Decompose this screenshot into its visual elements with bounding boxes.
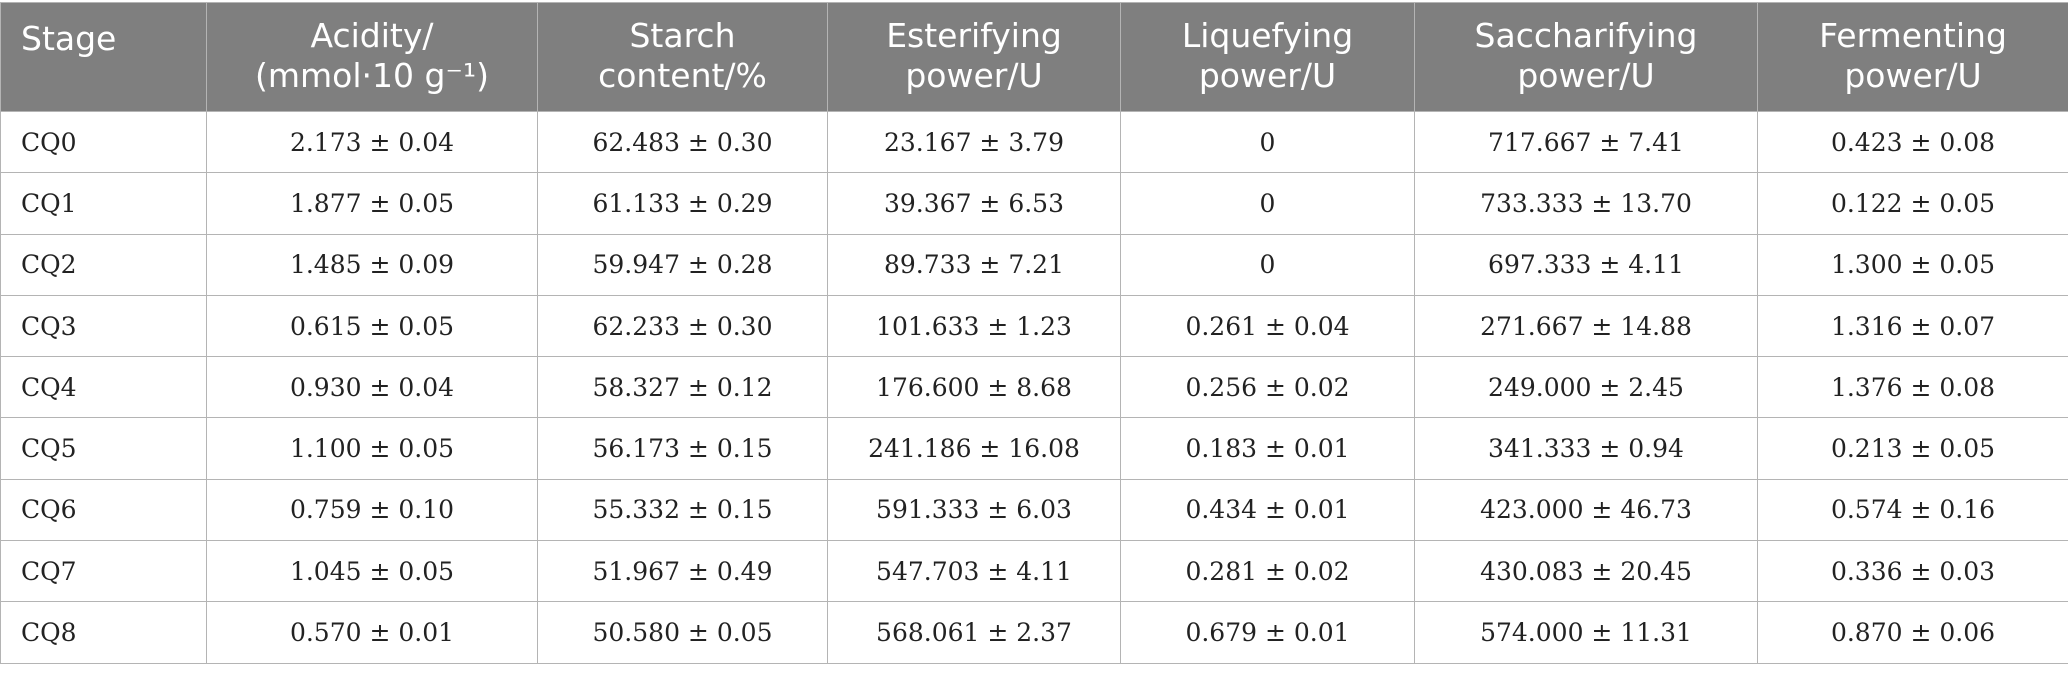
cell-saccharifying-power: 271.667 ± 14.88 <box>1414 295 1758 358</box>
header-fermenting-line-2: power/U <box>1844 56 1982 95</box>
cell-starch-content: 61.133 ± 0.29 <box>537 172 828 235</box>
cell-starch-content: 55.332 ± 0.15 <box>537 479 828 542</box>
cell-acidity: 1.100 ± 0.05 <box>206 417 538 480</box>
cell-starch-content: 50.580 ± 0.05 <box>537 601 828 664</box>
cell-acidity: 1.877 ± 0.05 <box>206 172 538 235</box>
cell-acidity: 1.045 ± 0.05 <box>206 540 538 603</box>
cell-liquefying-power: 0.281 ± 0.02 <box>1120 540 1415 603</box>
header-esterifying-line-1: Esterifying <box>886 16 1062 55</box>
header-liquefying-line-2: power/U <box>1198 56 1337 95</box>
table-row: CQ7 1.045 ± 0.05 51.967 ± 0.49 547.703 ±… <box>0 540 2068 603</box>
data-table: Stage Acidity/ (mmol·10 g⁻¹) Starch cont… <box>0 2 2068 664</box>
table-body: CQ0 2.173 ± 0.04 62.483 ± 0.30 23.167 ± … <box>0 111 2068 664</box>
cell-esterifying-power: 39.367 ± 6.53 <box>827 172 1121 235</box>
cell-stage: CQ8 <box>0 601 207 664</box>
cell-stage: CQ3 <box>0 295 207 358</box>
cell-esterifying-power: 547.703 ± 4.11 <box>827 540 1121 603</box>
table-row: CQ6 0.759 ± 0.10 55.332 ± 0.15 591.333 ±… <box>0 479 2068 542</box>
cell-liquefying-power: 0 <box>1120 111 1415 174</box>
cell-stage: CQ1 <box>0 172 207 235</box>
cell-saccharifying-power: 341.333 ± 0.94 <box>1414 417 1758 480</box>
table-row: CQ8 0.570 ± 0.01 50.580 ± 0.05 568.061 ±… <box>0 601 2068 664</box>
cell-stage: CQ6 <box>0 479 207 542</box>
cell-esterifying-power: 176.600 ± 8.68 <box>827 356 1121 419</box>
cell-fermenting-power: 1.300 ± 0.05 <box>1757 234 2068 296</box>
header-stage: Stage <box>0 2 207 112</box>
cell-esterifying-power: 23.167 ± 3.79 <box>827 111 1121 174</box>
header-esterifying-line-2: power/U <box>905 56 1043 95</box>
table-row: CQ0 2.173 ± 0.04 62.483 ± 0.30 23.167 ± … <box>0 111 2068 174</box>
cell-stage: CQ4 <box>0 356 207 419</box>
cell-liquefying-power: 0 <box>1120 234 1415 296</box>
cell-saccharifying-power: 717.667 ± 7.41 <box>1414 111 1758 174</box>
cell-fermenting-power: 0.423 ± 0.08 <box>1757 111 2068 174</box>
cell-starch-content: 51.967 ± 0.49 <box>537 540 828 603</box>
cell-starch-content: 62.233 ± 0.30 <box>537 295 828 358</box>
header-starch-line-2: content/% <box>598 56 767 95</box>
header-saccharifying-line-2: power/U <box>1517 56 1655 95</box>
cell-liquefying-power: 0.256 ± 0.02 <box>1120 356 1415 419</box>
header-fermenting-line-1: Fermenting <box>1819 16 2007 55</box>
cell-fermenting-power: 0.213 ± 0.05 <box>1757 417 2068 480</box>
cell-stage: CQ5 <box>0 417 207 480</box>
header-starch-line-1: Starch <box>629 16 736 55</box>
header-stage-line-1: Stage <box>21 19 117 58</box>
cell-esterifying-power: 101.633 ± 1.23 <box>827 295 1121 358</box>
cell-acidity: 0.570 ± 0.01 <box>206 601 538 664</box>
header-saccharifying-line-1: Saccharifying <box>1474 16 1698 55</box>
cell-saccharifying-power: 733.333 ± 13.70 <box>1414 172 1758 235</box>
cell-fermenting-power: 0.122 ± 0.05 <box>1757 172 2068 235</box>
cell-fermenting-power: 0.336 ± 0.03 <box>1757 540 2068 603</box>
cell-acidity: 0.759 ± 0.10 <box>206 479 538 542</box>
table-row: CQ4 0.930 ± 0.04 58.327 ± 0.12 176.600 ±… <box>0 356 2068 419</box>
cell-saccharifying-power: 423.000 ± 46.73 <box>1414 479 1758 542</box>
header-liquefying-line-1: Liquefying <box>1181 16 1354 55</box>
cell-liquefying-power: 0 <box>1120 172 1415 235</box>
cell-starch-content: 56.173 ± 0.15 <box>537 417 828 480</box>
cell-liquefying-power: 0.183 ± 0.01 <box>1120 417 1415 480</box>
header-fermenting-power: Fermenting power/U <box>1757 2 2068 112</box>
cell-starch-content: 59.947 ± 0.28 <box>537 234 828 296</box>
cell-starch-content: 62.483 ± 0.30 <box>537 111 828 174</box>
cell-liquefying-power: 0.679 ± 0.01 <box>1120 601 1415 664</box>
header-acidity-line-2: (mmol·10 g⁻¹) <box>255 56 489 95</box>
cell-esterifying-power: 89.733 ± 7.21 <box>827 234 1121 296</box>
cell-acidity: 2.173 ± 0.04 <box>206 111 538 174</box>
cell-fermenting-power: 0.870 ± 0.06 <box>1757 601 2068 664</box>
cell-stage: CQ2 <box>0 234 207 296</box>
cell-stage: CQ0 <box>0 111 207 174</box>
cell-starch-content: 58.327 ± 0.12 <box>537 356 828 419</box>
cell-fermenting-power: 0.574 ± 0.16 <box>1757 479 2068 542</box>
table-header: Stage Acidity/ (mmol·10 g⁻¹) Starch cont… <box>0 2 2068 112</box>
table-row: CQ5 1.100 ± 0.05 56.173 ± 0.15 241.186 ±… <box>0 417 2068 480</box>
table-row: CQ2 1.485 ± 0.09 59.947 ± 0.28 89.733 ± … <box>0 234 2068 296</box>
cell-stage: CQ7 <box>0 540 207 603</box>
cell-saccharifying-power: 249.000 ± 2.45 <box>1414 356 1758 419</box>
cell-esterifying-power: 568.061 ± 2.37 <box>827 601 1121 664</box>
cell-saccharifying-power: 574.000 ± 11.31 <box>1414 601 1758 664</box>
cell-fermenting-power: 1.376 ± 0.08 <box>1757 356 2068 419</box>
header-starch-content: Starch content/% <box>537 2 828 112</box>
table-row: CQ1 1.877 ± 0.05 61.133 ± 0.29 39.367 ± … <box>0 172 2068 235</box>
header-saccharifying-power: Saccharifying power/U <box>1414 2 1758 112</box>
cell-acidity: 0.930 ± 0.04 <box>206 356 538 419</box>
cell-saccharifying-power: 697.333 ± 4.11 <box>1414 234 1758 296</box>
header-liquefying-power: Liquefying power/U <box>1120 2 1415 112</box>
header-acidity: Acidity/ (mmol·10 g⁻¹) <box>206 2 538 112</box>
cell-acidity: 1.485 ± 0.09 <box>206 234 538 296</box>
cell-esterifying-power: 591.333 ± 6.03 <box>827 479 1121 542</box>
header-row: Stage Acidity/ (mmol·10 g⁻¹) Starch cont… <box>0 2 2068 112</box>
cell-liquefying-power: 0.434 ± 0.01 <box>1120 479 1415 542</box>
cell-liquefying-power: 0.261 ± 0.04 <box>1120 295 1415 358</box>
header-esterifying-power: Esterifying power/U <box>827 2 1121 112</box>
cell-acidity: 0.615 ± 0.05 <box>206 295 538 358</box>
cell-fermenting-power: 1.316 ± 0.07 <box>1757 295 2068 358</box>
header-acidity-line-1: Acidity/ <box>310 16 434 55</box>
table-row: CQ3 0.615 ± 0.05 62.233 ± 0.30 101.633 ±… <box>0 295 2068 358</box>
cell-saccharifying-power: 430.083 ± 20.45 <box>1414 540 1758 603</box>
cell-esterifying-power: 241.186 ± 16.08 <box>827 417 1121 480</box>
